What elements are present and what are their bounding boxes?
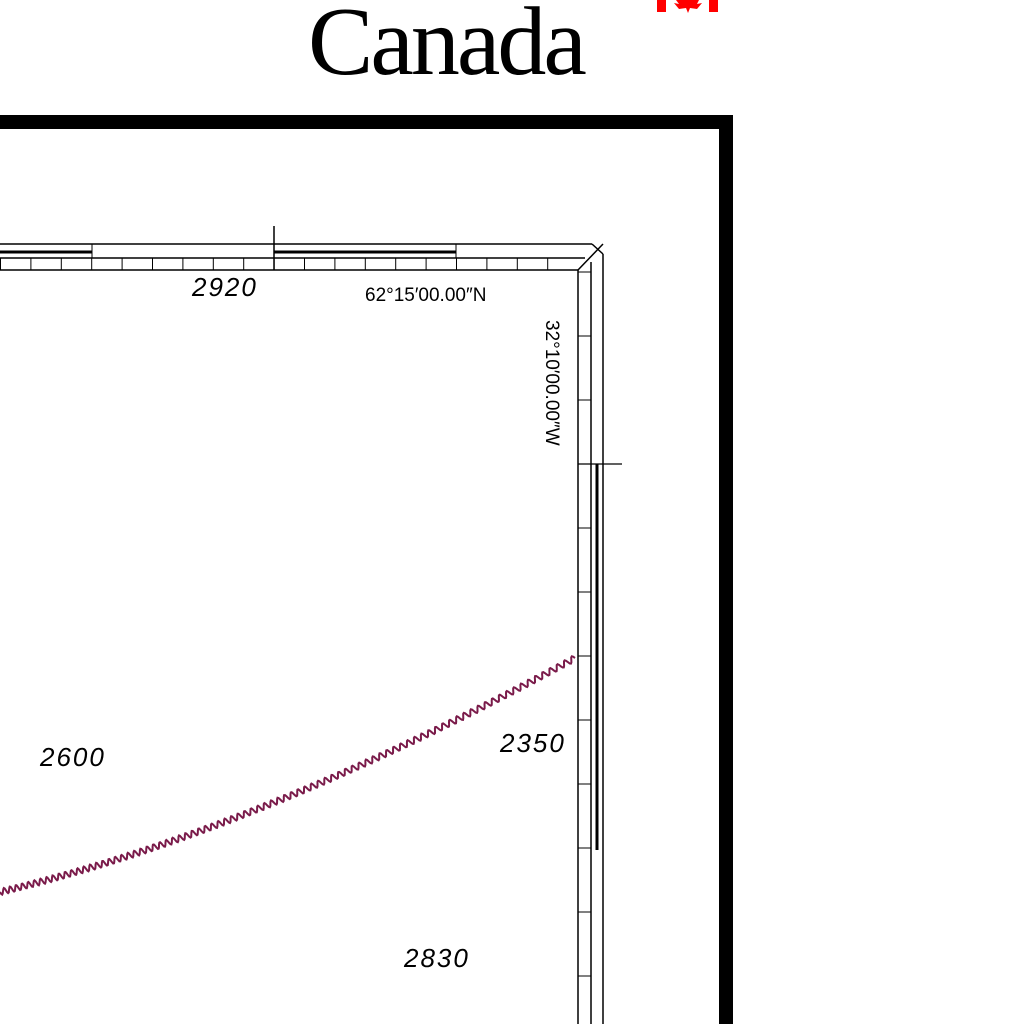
- right-scale-ticks: [578, 271, 591, 977]
- sounding-label: 2920: [191, 272, 258, 302]
- top-scale-ticks: [0, 244, 549, 270]
- sounding-label: 2350: [499, 728, 566, 758]
- wordmark-text: Canada: [308, 0, 586, 96]
- latitude-label: 62°15′00.00″N: [365, 285, 486, 306]
- sounding-label: 2830: [403, 943, 470, 973]
- longitude-label: 32°10′00.00″W: [541, 320, 562, 446]
- graticule-frame: [0, 243, 604, 1024]
- canada-wordmark: Canada: [308, 0, 718, 96]
- outer-neatline: [0, 115, 733, 1024]
- canada-flag-icon: [657, 0, 718, 13]
- boundary-line: [0, 655, 576, 897]
- sounding-label: 2600: [39, 742, 106, 772]
